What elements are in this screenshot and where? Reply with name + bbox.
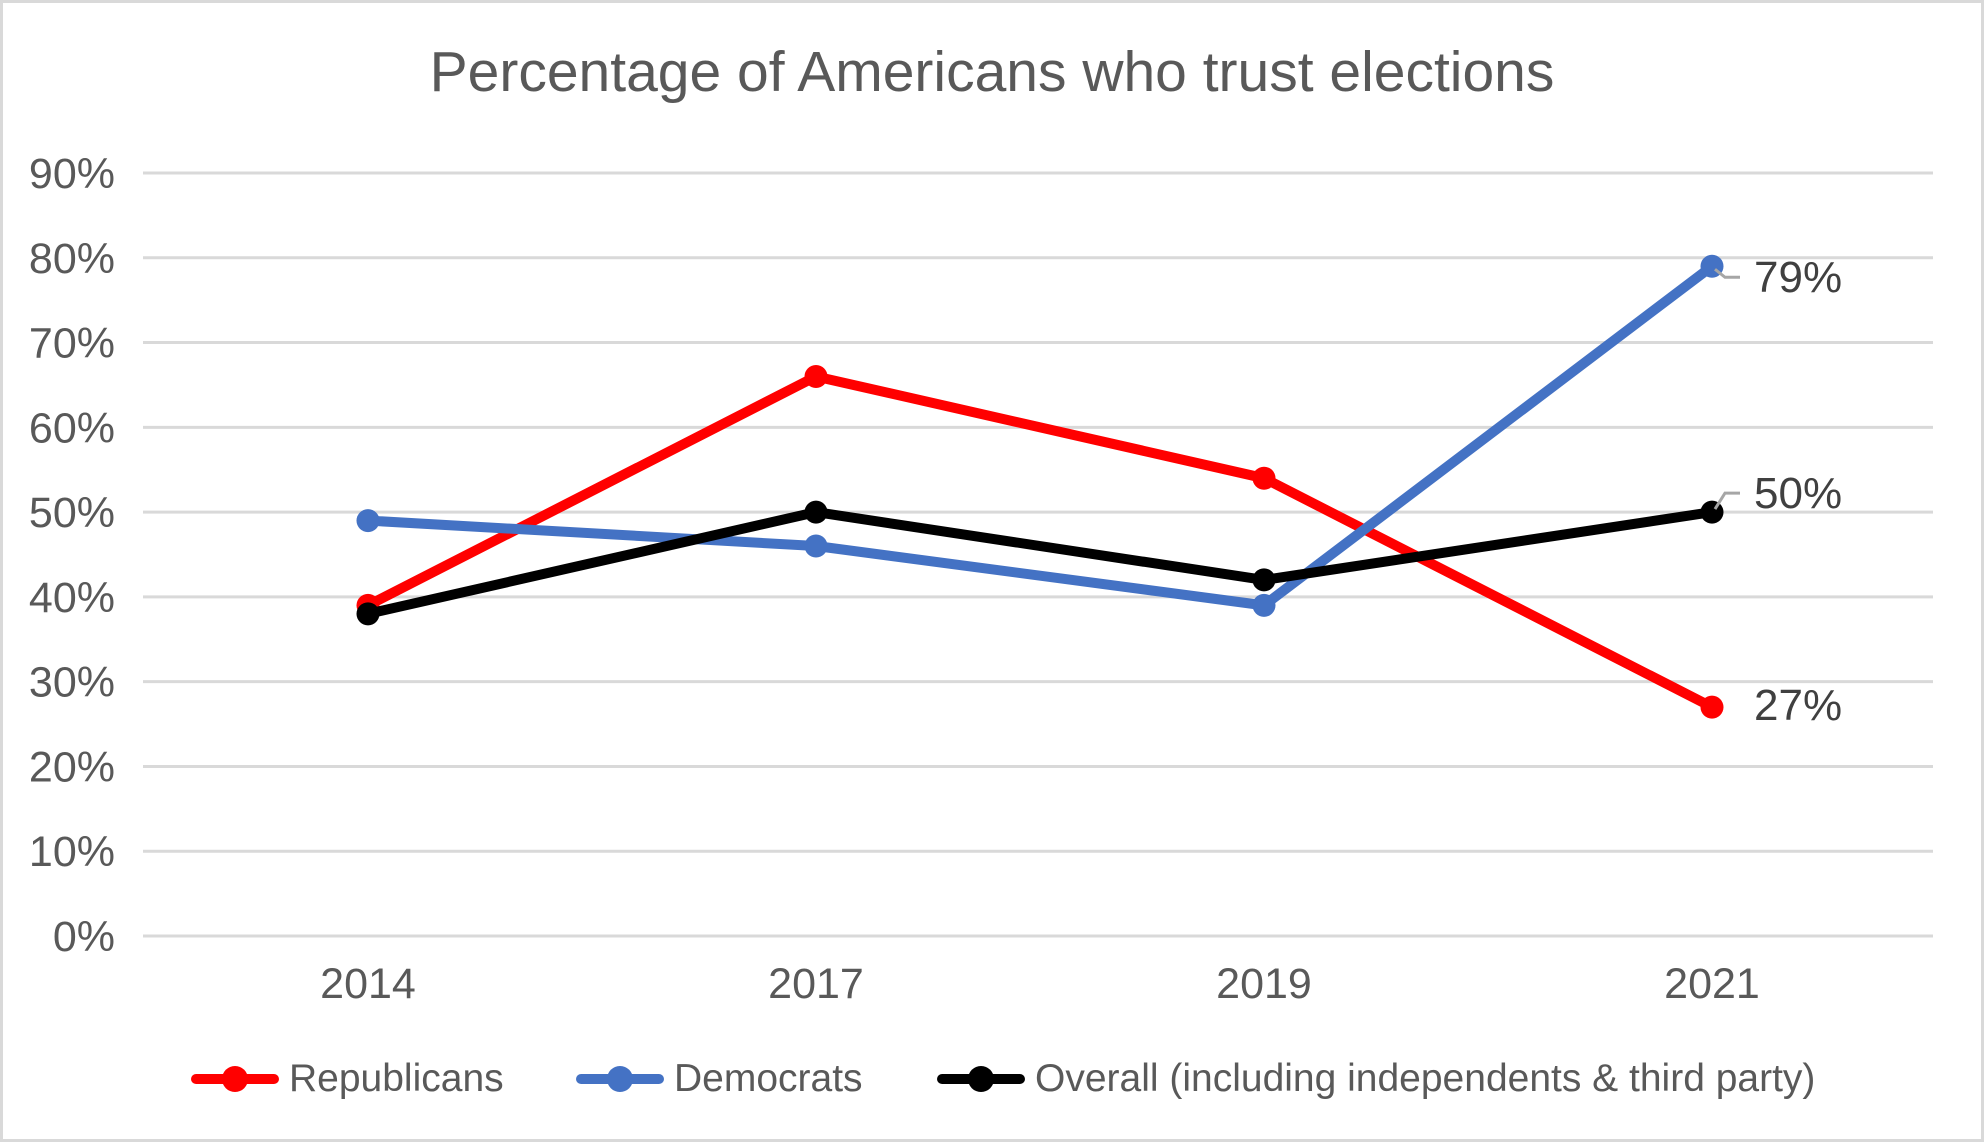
data-point-marker-overall <box>1252 568 1276 592</box>
x-axis-tick-label: 2014 <box>320 960 416 1008</box>
x-axis-tick-label: 2019 <box>1216 960 1312 1008</box>
data-point-marker-overall <box>1700 500 1724 524</box>
data-point-marker-overall <box>804 500 828 524</box>
data-label: 79% <box>1754 253 1842 302</box>
data-point-marker-democrats <box>1252 593 1276 617</box>
y-axis-tick-label: 70% <box>29 320 115 368</box>
x-axis-tick-label: 2017 <box>768 960 864 1008</box>
plot-area: 0% 10% 20% 30% 40% 50% 60% 70% 80% 90% 2014 2017 201… <box>29 150 1933 1008</box>
data-point-marker-republicans <box>804 364 828 388</box>
series-line-democrats <box>367 262 1716 611</box>
y-axis-tick-label: 50% <box>29 489 115 537</box>
y-axis-tick-label: 10% <box>29 828 115 876</box>
data-label-leader-line <box>1714 268 1740 279</box>
legend-item-republicans: Republicans <box>191 1053 504 1105</box>
y-axis-tick-label: 0% <box>53 913 115 961</box>
data-point-marker-democrats <box>356 509 380 533</box>
legend-label: Overall (including independents & third … <box>1035 1057 1816 1100</box>
legend-dot-icon <box>222 1066 248 1092</box>
data-point-marker-republicans <box>1700 695 1724 719</box>
legend-line-marker <box>191 1066 279 1092</box>
data-point-marker-overall <box>356 602 380 626</box>
legend-line-marker <box>576 1066 664 1092</box>
data-label: 27% <box>1754 681 1842 730</box>
data-point-marker-republicans <box>1252 466 1276 490</box>
legend-dot-icon <box>607 1066 633 1092</box>
y-axis-tick-label: 30% <box>29 659 115 707</box>
data-label-leader-line <box>1713 491 1740 510</box>
data-point-marker-democrats <box>804 534 828 558</box>
data-label: 50% <box>1754 469 1842 518</box>
legend-label: Republicans <box>289 1057 504 1100</box>
y-axis-tick-label: 20% <box>29 743 115 791</box>
y-axis-tick-label: 80% <box>29 235 115 283</box>
legend-item-overall: Overall (including independents & third … <box>937 1053 1815 1105</box>
x-axis-tick-label: 2021 <box>1664 960 1760 1008</box>
legend-dot-icon <box>968 1066 994 1092</box>
legend-line-marker <box>937 1066 1025 1092</box>
series-line-overall <box>366 507 1713 619</box>
y-axis-tick-label: 40% <box>29 574 115 622</box>
series-line-republicans <box>365 371 1715 712</box>
y-axis-tick-label: 90% <box>29 150 115 198</box>
legend-item-democrats: Democrats <box>576 1053 863 1105</box>
y-axis-tick-label: 60% <box>29 404 115 452</box>
chart-title: Percentage of Americans who trust electi… <box>429 40 1555 104</box>
legend-label: Democrats <box>674 1057 863 1100</box>
